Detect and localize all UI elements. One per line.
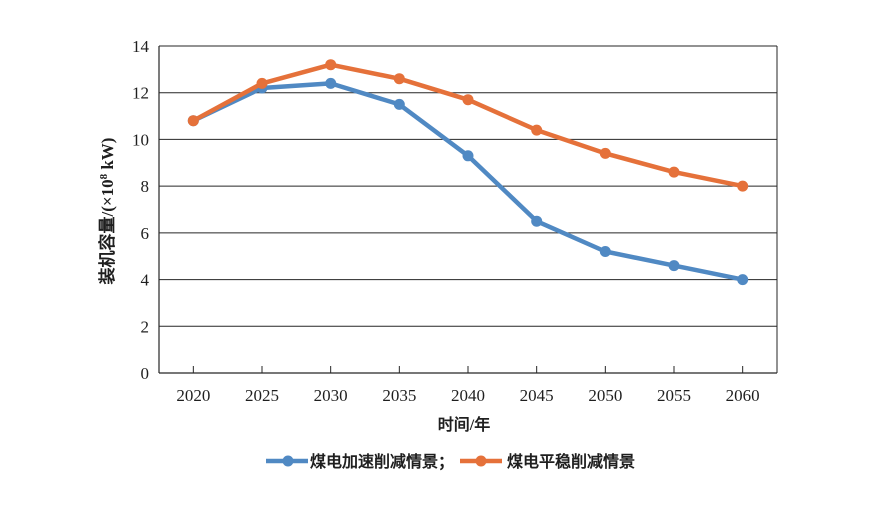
data-point-s1-2020 <box>187 115 199 127</box>
x-axis-title: 时间/年 <box>438 415 490 434</box>
data-point-s0-2045 <box>531 215 543 227</box>
y-axis-title: 装机容量/(×108 kW) <box>97 138 117 286</box>
data-point-s0-2060 <box>737 274 749 286</box>
legend-marker-orange <box>475 455 487 467</box>
data-point-s1-2025 <box>256 77 268 89</box>
y-tick-label-2: 2 <box>141 317 150 336</box>
x-tick-label-2050: 2050 <box>588 386 622 405</box>
data-point-s0-2040 <box>462 150 474 162</box>
data-point-s1-2040 <box>462 94 474 106</box>
legend-item-steady: 煤电平稳削减情景 <box>460 452 635 471</box>
x-tick-label-2020: 2020 <box>176 386 210 405</box>
y-tick-label-6: 6 <box>141 224 150 243</box>
series-line-0 <box>191 81 745 282</box>
legend-label-steady: 煤电平稳削减情景 <box>507 452 635 471</box>
x-tick-label-2055: 2055 <box>657 386 691 405</box>
legend-marker-blue <box>282 455 294 467</box>
x-tick-label-2045: 2045 <box>520 386 554 405</box>
legend-item-accelerated: 煤电加速削减情景； <box>266 452 454 471</box>
y-tick-label-8: 8 <box>141 177 150 196</box>
y-axis-title-superscript: 8 <box>98 173 110 179</box>
x-tick-label-2040: 2040 <box>451 386 485 405</box>
data-point-s1-2055 <box>668 166 680 178</box>
series-line-1 <box>191 62 745 189</box>
legend: 煤电加速削减情景； 煤电平稳削减情景 <box>266 452 635 471</box>
x-tick-label-2035: 2035 <box>382 386 416 405</box>
data-point-s0-2050 <box>599 246 611 257</box>
y-tick-label-4: 4 <box>141 271 150 290</box>
legend-label-accelerated: 煤电加速削减情景； <box>310 452 454 471</box>
series-lines <box>187 59 749 286</box>
y-axis-tick-labels: 0 2 4 6 8 10 12 14 <box>132 37 150 383</box>
y-tick-label-0: 0 <box>141 364 150 383</box>
x-axis-tick-marks <box>192 366 744 373</box>
x-axis-tick-labels: 2020 2025 2030 2035 2040 2045 2050 2055 2060 <box>176 386 759 405</box>
y-tick-label-12: 12 <box>132 84 149 103</box>
data-point-s0-2035 <box>393 98 405 110</box>
y-tick-label-10: 10 <box>132 130 149 149</box>
data-point-s0-2030 <box>325 77 337 89</box>
data-point-s1-2030 <box>325 59 337 71</box>
x-tick-label-2060: 2060 <box>726 386 760 405</box>
x-tick-label-2030: 2030 <box>314 386 348 405</box>
x-tick-label-2025: 2025 <box>245 386 279 405</box>
data-point-s1-2035 <box>393 73 405 85</box>
data-point-s1-2050 <box>599 147 611 159</box>
data-point-s1-2060 <box>737 180 749 192</box>
y-tick-label-14: 14 <box>132 37 150 56</box>
data-point-s0-2055 <box>668 260 680 272</box>
data-point-s1-2045 <box>531 124 543 136</box>
